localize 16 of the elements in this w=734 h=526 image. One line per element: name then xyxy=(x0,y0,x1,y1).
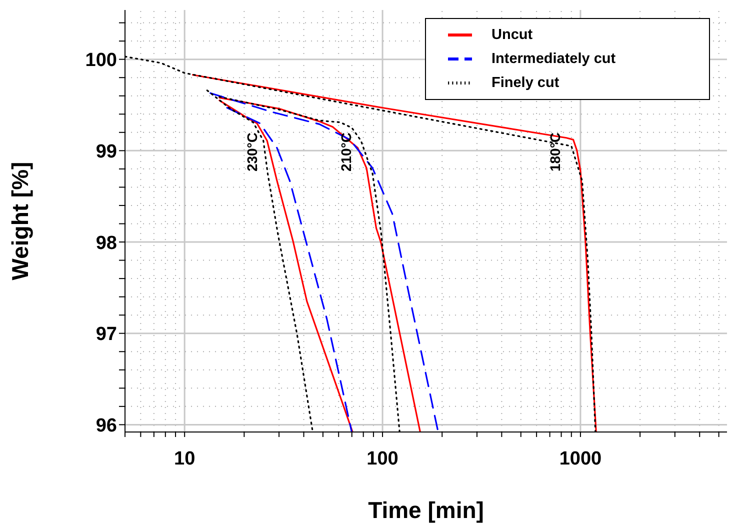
y-tick-label: 98 xyxy=(96,232,117,254)
x-tick-label: 100 xyxy=(366,448,398,470)
x-tick-label: 10 xyxy=(174,448,196,470)
legend-label: Finely cut xyxy=(492,75,560,92)
x-axis-title: Time [min] xyxy=(368,497,484,523)
y-tick-label: 97 xyxy=(96,324,117,346)
y-tick-label: 99 xyxy=(96,141,117,162)
y-axis-title: Weight [%] xyxy=(7,162,34,280)
x-tick-label: 1000 xyxy=(559,448,602,470)
legend-label: Intermediately cut xyxy=(492,51,617,68)
annotation: 230°C xyxy=(244,132,260,172)
annotation: 180°C xyxy=(547,132,563,172)
y-tick-label: 100 xyxy=(85,50,117,72)
legend-label: Uncut xyxy=(492,27,534,44)
annotation: 210°C xyxy=(338,132,354,172)
y-tick-label: 96 xyxy=(96,415,117,436)
